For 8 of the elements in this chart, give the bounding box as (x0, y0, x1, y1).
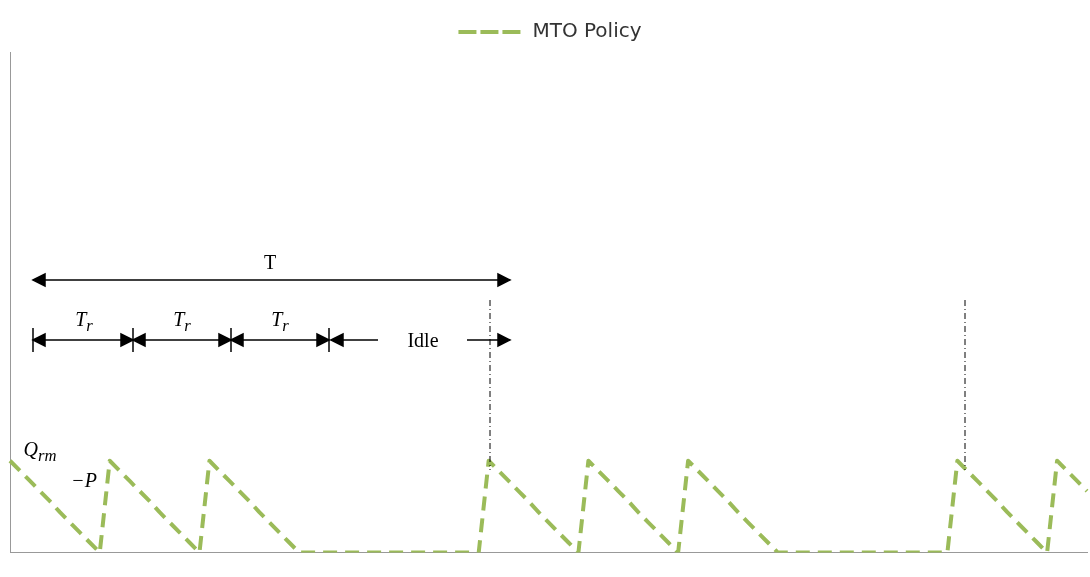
text: Idle (407, 328, 439, 352)
text: T$_{r}$ (271, 308, 289, 336)
text: T$_{r}$ (173, 308, 191, 336)
annotation: Q$_{rm}$ (23, 438, 57, 466)
text: T (263, 250, 277, 274)
annotation: −P (71, 468, 97, 492)
text: T$_{r}$ (75, 308, 93, 336)
legend-label: MTO Policy (532, 18, 642, 43)
